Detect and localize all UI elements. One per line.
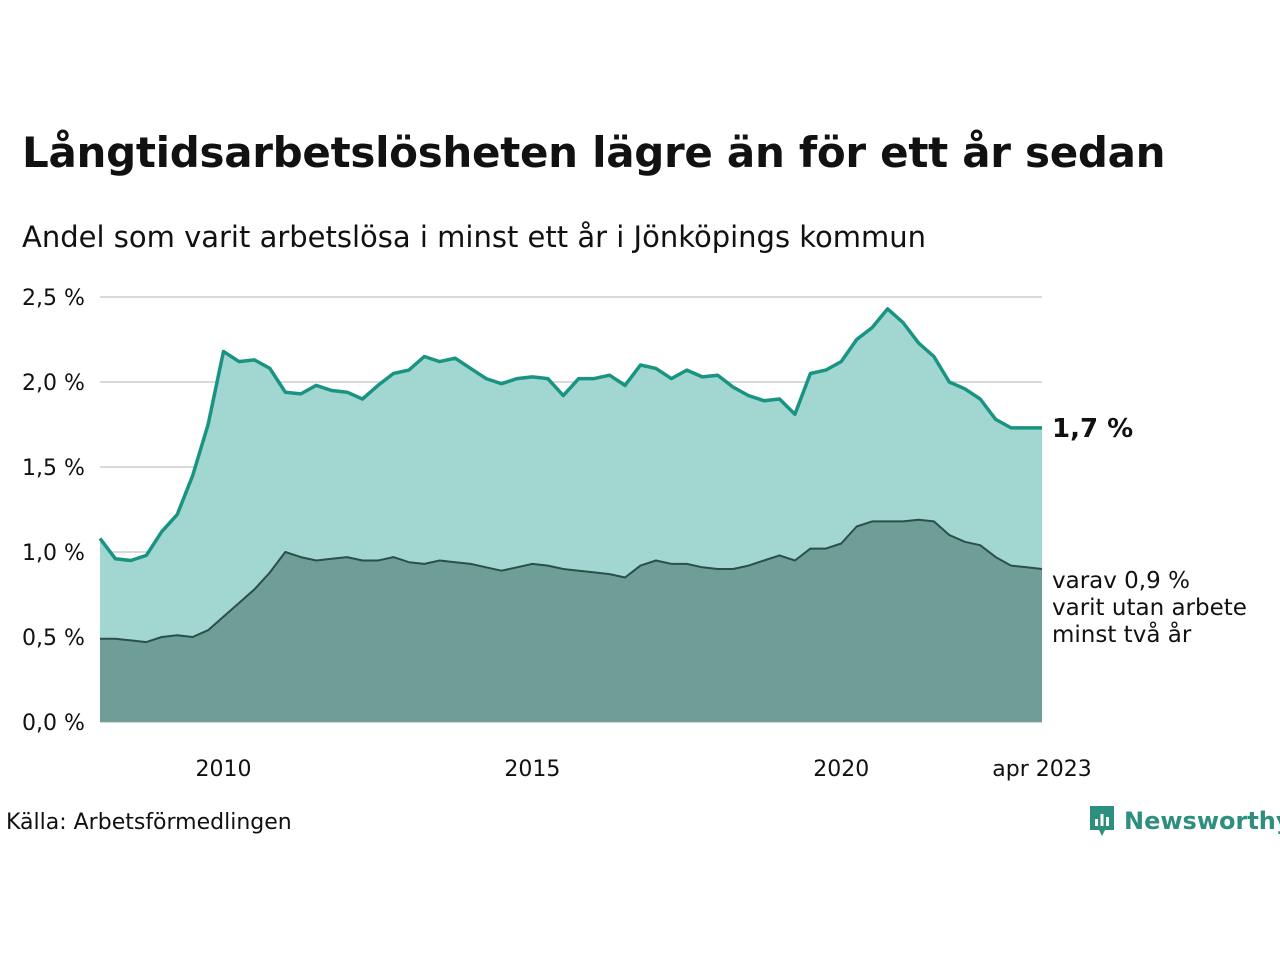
series-lines	[98, 307, 1043, 644]
end-label-line: minst två år	[1052, 620, 1192, 648]
y-tick-label: 0,0 %	[22, 711, 85, 736]
y-tick-label: 1,0 %	[22, 541, 85, 566]
x-tick-label: apr 2023	[992, 757, 1091, 782]
y-axis-labels: 0,0 % 0,5 % 1,0 % 1,5 % 2,0 % 2,5 %	[22, 286, 85, 736]
brand-name: Newsworthy	[1124, 807, 1280, 835]
series-2y-line	[100, 518, 1043, 644]
chart-subtitle: Andel som varit arbetslösa i minst ett å…	[22, 220, 927, 254]
end-label-line: varit utan arbete	[1052, 595, 1247, 621]
end-label-line: varav 0,9 %	[1052, 568, 1190, 594]
y-tick-label: 2,5 %	[22, 286, 85, 311]
source-note: Källa: Arbetsförmedlingen	[6, 810, 292, 835]
x-tick-label: 2015	[504, 757, 560, 782]
series-2y-area	[100, 519, 1042, 722]
series-areas	[100, 308, 1042, 722]
y-tick-label: 0,5 %	[22, 626, 85, 651]
x-tick-label: 2020	[813, 757, 869, 782]
series-1y-end-label: 1,7 %	[1052, 414, 1133, 444]
x-tick-label: 2010	[196, 757, 252, 782]
series-1y-line	[98, 307, 1042, 563]
y-tick-label: 1,5 %	[22, 456, 85, 481]
chart-title: Långtidsarbetslösheten lägre än för ett …	[22, 128, 1166, 177]
newsworthy-logo-icon	[1090, 806, 1114, 836]
series-2y-end-label: varav 0,9 % varit utan arbete minst två år	[1052, 568, 1247, 648]
y-tick-label: 2,0 %	[22, 371, 85, 396]
x-axis-labels: 2010 2015 2020 apr 2023	[196, 757, 1092, 782]
newsworthy-logo: Newsworthy	[1088, 804, 1280, 838]
end-labels: 1,7 % varav 0,9 % varit utan arbete minst t…	[1052, 414, 1247, 648]
